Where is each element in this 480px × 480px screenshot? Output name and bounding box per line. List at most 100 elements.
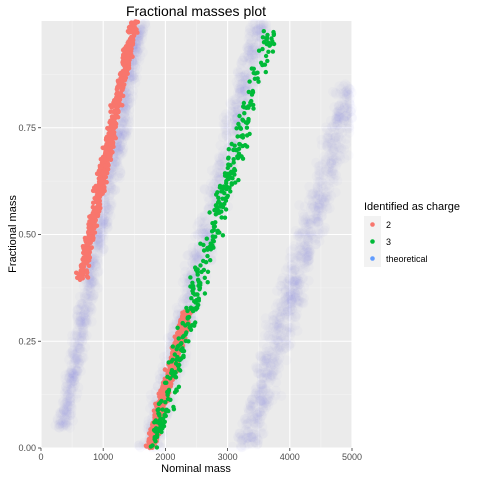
point-2 [100,170,106,176]
point-theoretical [301,218,311,228]
point-3 [158,422,163,427]
point-3 [271,31,277,37]
point-3 [217,230,222,235]
point-2 [96,184,101,190]
chart-title: Fractional masses plot [126,3,266,19]
point-3 [244,120,250,126]
point-3 [209,242,214,248]
point-2 [97,207,102,212]
point-theoretical [323,133,333,143]
point-3 [222,171,228,176]
point-3 [252,76,258,82]
point-3 [263,69,268,75]
point-3 [244,125,250,130]
point-3 [191,290,196,296]
point-2 [121,47,126,52]
point-3 [158,400,163,405]
point-2 [110,140,116,145]
point-3 [260,35,266,40]
point-3 [240,135,246,140]
point-3 [154,445,160,450]
point-2 [122,72,128,77]
point-2 [75,275,80,281]
point-3 [228,175,233,180]
point-3 [202,291,208,296]
point-3 [225,165,230,171]
point-theoretical [288,276,298,286]
point-2 [127,29,132,35]
point-theoretical [115,173,125,183]
point-theoretical [257,422,267,432]
point-theoretical [77,331,87,341]
point-2 [99,177,104,182]
point-3 [217,185,223,190]
y-tick-label: 0.25 [18,336,36,346]
point-3 [171,404,176,410]
point-2 [124,68,130,74]
data-points [65,19,333,451]
point-2 [130,35,135,41]
x-tick-label: 4000 [280,452,300,462]
point-3 [234,126,239,131]
point-3 [247,131,252,137]
point-3 [201,258,206,264]
point-3 [184,305,189,311]
point-3 [246,89,251,95]
point-3 [219,215,224,220]
point-3 [226,147,231,152]
point-3 [165,396,171,402]
point-3 [240,143,245,149]
point-3 [264,36,270,41]
point-3 [163,400,168,405]
point-3 [251,106,256,111]
legend: Identified as charge 2 3 theoretical [364,201,460,267]
point-3 [218,202,223,207]
point-3 [160,407,165,412]
point-2 [86,234,92,239]
point-3 [148,444,154,449]
point-2 [131,28,137,33]
point-2 [120,55,126,61]
point-2 [108,109,113,114]
point-theoretical [313,217,323,227]
point-3 [180,335,185,340]
point-2 [120,93,126,99]
point-3 [172,352,177,357]
point-theoretical [65,396,75,406]
point-2 [84,268,89,273]
point-3 [219,209,224,214]
point-2 [126,43,132,49]
point-2 [94,198,100,204]
point-3 [211,224,217,229]
point-3 [260,62,265,68]
point-3 [161,420,166,426]
point-3 [261,40,267,45]
point-2 [81,260,86,266]
point-theoretical [304,276,314,286]
point-3 [251,66,256,72]
point-2 [108,157,114,162]
point-3 [194,292,199,297]
point-3 [242,111,247,116]
point-3 [240,117,245,122]
point-2 [85,275,91,280]
point-2 [176,351,181,356]
point-2 [106,139,112,144]
point-3 [248,100,253,106]
point-3 [261,29,266,34]
point-theoretical [282,355,292,365]
point-3 [170,357,175,362]
point-theoretical [256,369,266,379]
point-3 [270,49,276,54]
point-2 [156,391,162,397]
legend-swatch-theoretical [370,256,375,261]
point-2 [91,235,96,241]
point-3 [222,191,227,196]
point-theoretical [272,308,282,318]
point-theoretical [269,359,279,369]
point-3 [213,207,218,212]
point-theoretical [289,265,299,275]
point-3 [228,189,233,194]
point-3 [160,426,165,431]
x-axis-title: Nominal mass [161,463,231,475]
